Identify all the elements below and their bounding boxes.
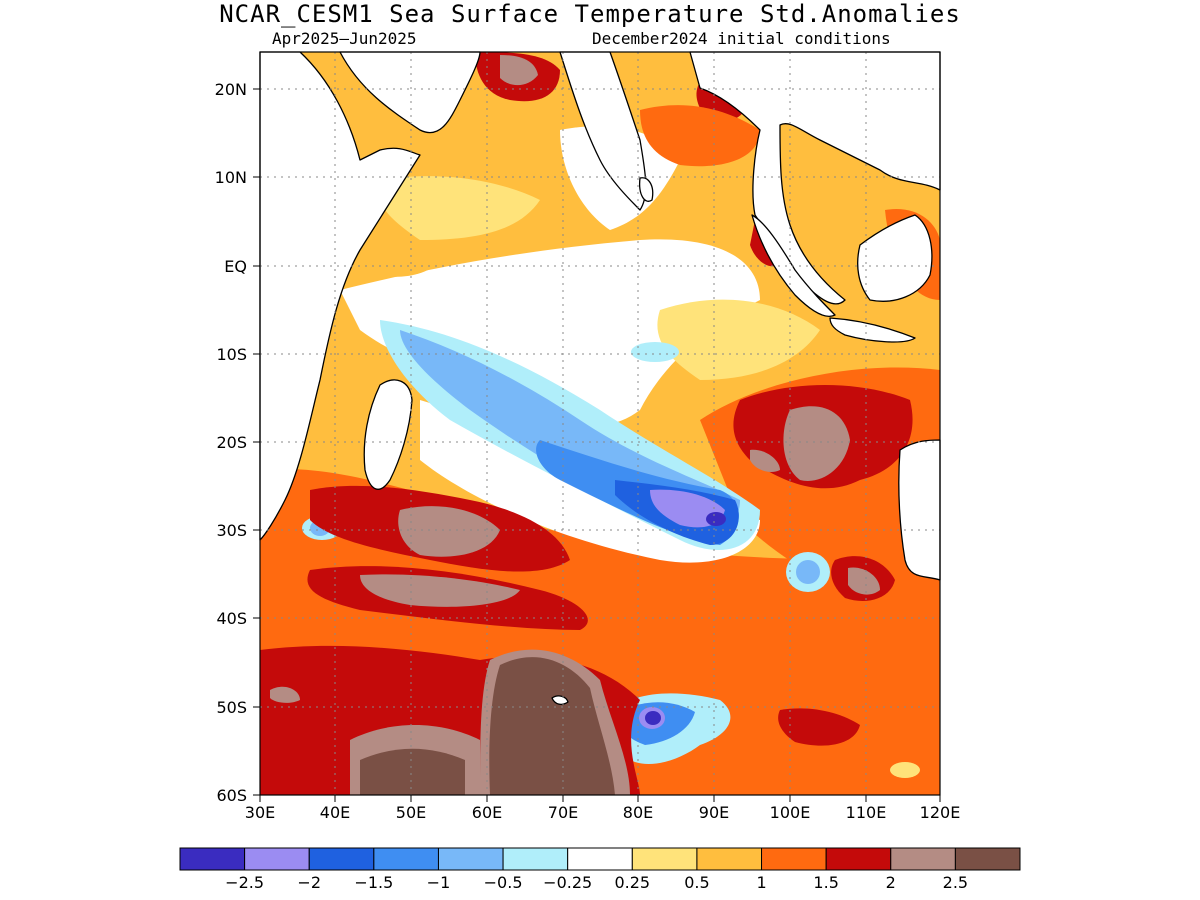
lon-label-90e: 90E: [699, 803, 729, 822]
colorbar-swatch: [567, 847, 633, 871]
lat-label-50s: 50S: [216, 698, 247, 717]
colorbar-label: 1: [756, 873, 766, 892]
colorbar-label: −1: [427, 873, 451, 892]
anomaly-field: [260, 52, 940, 795]
colorbar-label: −2: [297, 873, 321, 892]
land-masses: [259, 51, 941, 705]
colorbar-label: 1.5: [813, 873, 838, 892]
lon-label-40e: 40E: [320, 803, 350, 822]
lat-label-40s: 40S: [216, 609, 247, 628]
lon-label-80e: 80E: [623, 803, 653, 822]
colorbar-swatch: [825, 847, 892, 871]
latitude-axis: 20N 10N EQ 10S 20S 30S 40S 50S 60S: [215, 80, 260, 805]
lon-label-110e: 110E: [846, 803, 887, 822]
colorbar-label: −0.25: [543, 873, 592, 892]
lon-label-60e: 60E: [472, 803, 502, 822]
colorbar-swatch: [373, 847, 439, 871]
colorbar-swatch: [631, 847, 698, 871]
colorbar-swatch: [890, 847, 956, 871]
lon-label-50e: 50E: [396, 803, 426, 822]
lat-label-10s: 10S: [216, 345, 247, 364]
colorbar-label: −1.5: [354, 873, 393, 892]
colorbar-swatch: [696, 847, 763, 871]
map-frame: [259, 51, 941, 796]
colorbar: −2.5 −2 −1.5 −1 −0.5 −0.25 0.25 0.5 1 1.5 2 2.5: [179, 847, 1021, 892]
colorbar-label: 2.5: [943, 873, 968, 892]
colorbar-label: 2: [886, 873, 896, 892]
colorbar-label: −0.5: [484, 873, 523, 892]
lat-label-20s: 20S: [216, 433, 247, 452]
lon-label-120e: 120E: [920, 803, 961, 822]
colorbar-swatch: [308, 847, 375, 871]
forecast-period: Apr2025–Jun2025: [272, 29, 417, 48]
lat-lon-grid: [260, 52, 940, 795]
lon-label-30e: 30E: [245, 803, 275, 822]
initial-conditions: December2024 initial conditions: [592, 29, 891, 48]
lat-label-10n: 10N: [215, 168, 247, 187]
lat-label-30s: 30S: [216, 521, 247, 540]
lat-label-eq: EQ: [224, 257, 247, 276]
colorbar-label: 0.5: [684, 873, 709, 892]
colorbar-label: −2.5: [225, 873, 264, 892]
map-title: NCAR_CESM1 Sea Surface Temperature Std.A…: [219, 0, 961, 28]
colorbar-swatch: [244, 847, 310, 871]
colorbar-swatch: [761, 847, 827, 871]
lon-label-70e: 70E: [548, 803, 578, 822]
lat-label-20n: 20N: [215, 80, 247, 99]
longitude-axis: 30E 40E 50E 60E 70E 80E 90E 100E 110E 12…: [245, 795, 961, 822]
colorbar-swatch: [437, 847, 504, 871]
lat-label-60s: 60S: [216, 786, 247, 805]
colorbar-swatch: [179, 847, 246, 871]
lon-label-100e: 100E: [770, 803, 811, 822]
colorbar-swatch: [502, 847, 569, 871]
colorbar-swatch: [954, 847, 1021, 871]
colorbar-label: 0.25: [614, 873, 650, 892]
